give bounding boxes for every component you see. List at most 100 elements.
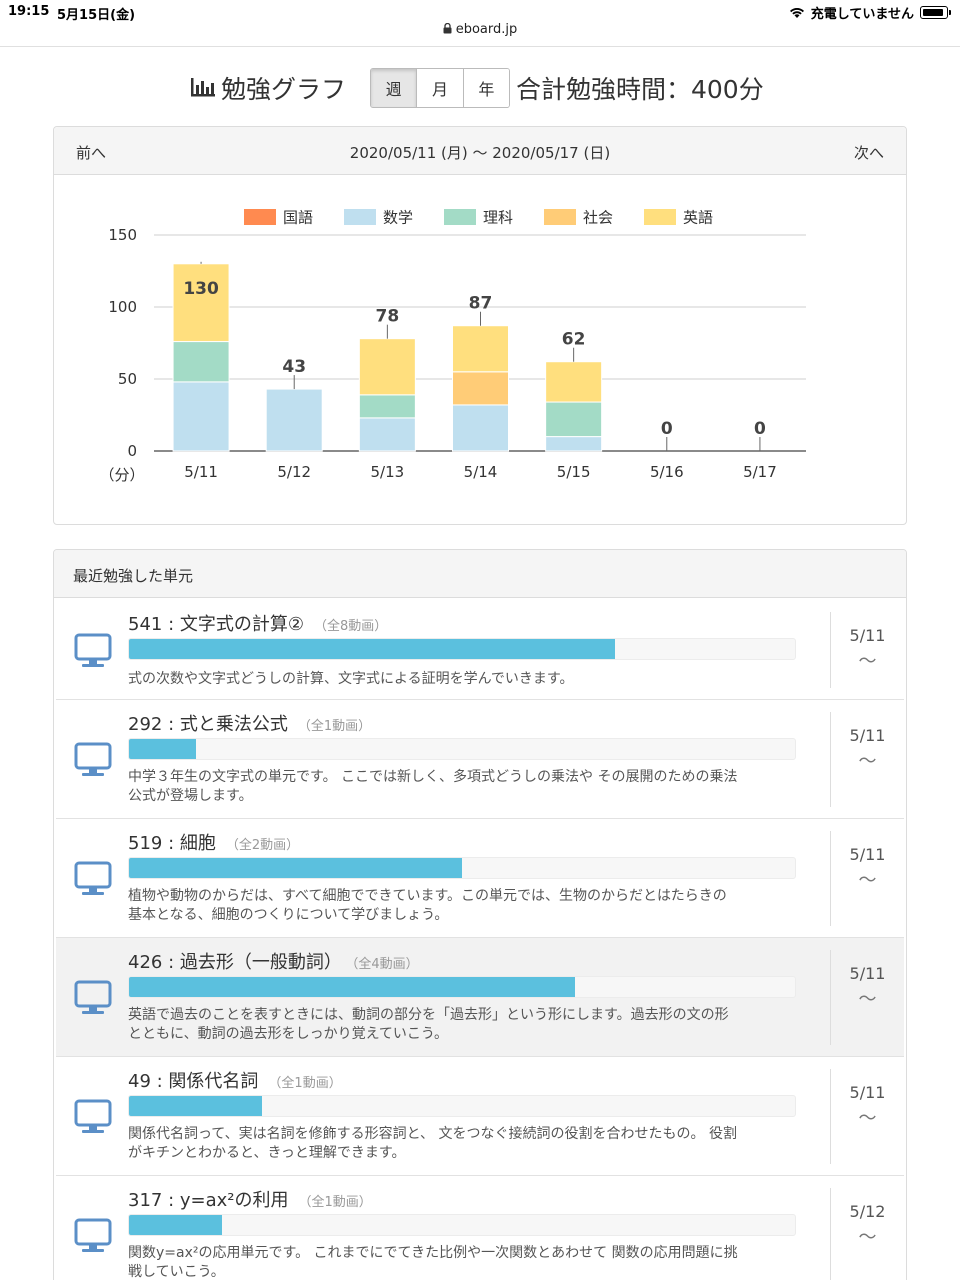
- computer-icon: [74, 633, 112, 669]
- y-axis-unit: （分）: [99, 466, 144, 484]
- unit-progress-bar: [128, 638, 796, 660]
- unit-title[interactable]: 292 : 式と乗法公式 （全1動画）: [128, 710, 371, 736]
- unit-date-tilde: 〜: [858, 1108, 877, 1129]
- unit-description: 関係代名詞って、実は名詞を修飾する形容詞と、 文をつなぐ接続詞の役割を合わせたも…: [128, 1125, 800, 1163]
- unit-date-tilde: 〜: [858, 1227, 877, 1248]
- unit-date: 5/11 〜: [830, 831, 904, 926]
- x-tick-label: 5/15: [557, 463, 591, 481]
- unit-description-line: 中学３年生の文字式の単元です。 ここでは新しく、多項式どうしの乗法や その展開の…: [128, 769, 738, 785]
- unit-date-text: 5/12: [849, 1202, 886, 1221]
- bar-segment: [358, 338, 416, 396]
- unit-title-text: 317 : y=ax²の利用: [128, 1190, 289, 1211]
- study-chart: 国語 数学 理科 社会 英語 0 50 100 150 （分） 130 5/11 43 5/12 78 5/1…: [99, 209, 806, 484]
- x-tick-label: 5/14: [464, 463, 498, 481]
- bar-segment: [358, 417, 416, 452]
- wifi-icon: [789, 7, 804, 18]
- unit-description: 英語で過去のことを表すときには、動詞の部分を「過去形」という形にします。過去形の…: [128, 1006, 800, 1044]
- chart-nav: 前へ 2020/05/11 (月) 〜 2020/05/17 (日) 次へ: [54, 127, 906, 175]
- status-time: 19:15: [8, 4, 50, 19]
- unit-date-text: 5/11: [849, 845, 886, 864]
- computer-icon: [74, 861, 112, 897]
- unit-title[interactable]: 49 : 関係代名詞 （全1動画）: [128, 1067, 342, 1093]
- url-bar[interactable]: eboard.jp: [0, 22, 960, 46]
- units-list: 541 : 文字式の計算② （全8動画） 式の次数や文字式どうしの計算、文字式による…: [54, 600, 906, 1280]
- legend-label: 数学: [383, 209, 413, 227]
- unit-date-tilde: 〜: [858, 989, 877, 1010]
- unit-list-item[interactable]: 317 : y=ax²の利用 （全1動画） 関数y=ax²の応用単元です。 これまで…: [56, 1176, 904, 1280]
- unit-video-count: （全2動画）: [225, 838, 300, 853]
- unit-description-line: 英語で過去のことを表すときには、動詞の部分を「過去形」という形にします。過去形の…: [128, 1007, 729, 1023]
- unit-progress-fill: [129, 639, 616, 659]
- bar-total-label: 43: [282, 357, 306, 377]
- legend-label: 理科: [483, 209, 513, 227]
- unit-date: 5/11 〜: [830, 712, 904, 807]
- unit-description-line: がキチンとわかると、きっと理解できます。: [128, 1145, 406, 1161]
- computer-icon: [74, 742, 112, 778]
- unit-date-text: 5/11: [849, 726, 886, 745]
- unit-title[interactable]: 519 : 細胞 （全2動画）: [128, 829, 299, 855]
- graph-header: 勉強グラフ 週 月 年 合計勉強時間：400分: [0, 64, 960, 108]
- bar-total-label: 78: [376, 307, 400, 327]
- unit-list-item[interactable]: 292 : 式と乗法公式 （全1動画） 中学３年生の文字式の単元です。 ここでは新し…: [56, 700, 904, 819]
- unit-description: 式の次数や文字式どうしの計算、文字式による証明を学んでいきます。: [128, 670, 800, 689]
- y-tick-label: 100: [108, 298, 137, 316]
- prev-button[interactable]: 前へ: [76, 144, 107, 162]
- unit-title-text: 519 : 細胞: [128, 833, 216, 854]
- bar-total-label: 0: [661, 419, 673, 439]
- next-button[interactable]: 次へ: [853, 144, 884, 162]
- unit-description-line: とともに、動詞の過去形をしっかり覚えていこう。: [128, 1026, 449, 1042]
- unit-progress-fill: [129, 1096, 263, 1116]
- unit-date-text: 5/11: [849, 626, 886, 645]
- x-tick-label: 5/13: [371, 463, 405, 481]
- date-range: 2020/05/11 (月) 〜 2020/05/17 (日): [349, 144, 611, 162]
- bar-segment: [452, 325, 509, 373]
- unit-progress-fill: [129, 739, 196, 759]
- legend-swatch: [644, 209, 676, 225]
- unit-date-text: 5/11: [849, 964, 886, 983]
- unit-video-count: （全8動画）: [314, 619, 388, 634]
- bar-segment: [545, 436, 603, 452]
- charging-status: 充電していません: [810, 7, 914, 22]
- url-divider: [0, 46, 960, 47]
- status-right: 充電していません: [789, 3, 951, 22]
- unit-list-item[interactable]: 519 : 細胞 （全2動画） 植物や動物のからだは、すべて細胞でできています。この…: [56, 819, 904, 938]
- unit-progress-fill: [129, 977, 576, 997]
- tab-month[interactable]: 月: [417, 69, 464, 107]
- bar-total-label: 0: [754, 419, 766, 439]
- bar-total-label: 62: [562, 330, 586, 350]
- x-tick-label: 5/11: [184, 463, 218, 481]
- bar-chart-icon: [191, 78, 215, 97]
- tab-week[interactable]: 週: [371, 69, 418, 107]
- unit-description-line: 関数y=ax²の応用単元です。 これまでにでてきた比例や一次関数とあわせて 関数…: [128, 1245, 738, 1261]
- chart-panel: 前へ 2020/05/11 (月) 〜 2020/05/17 (日) 次へ 国語…: [53, 126, 907, 525]
- computer-icon: [74, 980, 112, 1016]
- unit-progress-bar: [128, 976, 796, 998]
- unit-progress-bar: [128, 1095, 796, 1117]
- page-title: 勉強グラフ: [221, 75, 347, 104]
- bar-segment: [545, 401, 603, 438]
- unit-video-count: （全1動画）: [298, 1195, 372, 1210]
- bar-segment: [172, 341, 230, 383]
- unit-progress-fill: [129, 858, 462, 878]
- unit-list-item[interactable]: 541 : 文字式の計算② （全8動画） 式の次数や文字式どうしの計算、文字式による…: [56, 600, 904, 700]
- unit-description-line: 基本となる、細胞のつくりについて学びましょう。: [128, 907, 449, 923]
- status-bar: 19:15 5月15日(金) 充電していません: [0, 0, 960, 24]
- period-selector: 週 月 年: [370, 68, 510, 108]
- unit-progress-fill: [129, 1215, 223, 1235]
- unit-date: 5/11 〜: [830, 612, 904, 688]
- legend-label: 英語: [683, 209, 713, 227]
- unit-list-item[interactable]: 426 : 過去形（一般動詞） （全4動画） 英語で過去のことを表すときには、動詞の…: [56, 938, 904, 1057]
- computer-icon: [74, 1099, 112, 1135]
- unit-title[interactable]: 317 : y=ax²の利用 （全1動画）: [128, 1186, 372, 1212]
- unit-list-item[interactable]: 49 : 関係代名詞 （全1動画） 関係代名詞って、実は名詞を修飾する形容詞と、 文…: [56, 1057, 904, 1176]
- unit-title[interactable]: 426 : 過去形（一般動詞） （全4動画）: [128, 948, 419, 974]
- tab-year[interactable]: 年: [463, 69, 509, 107]
- unit-description-line: 式の次数や文字式どうしの計算、文字式による証明を学んでいきます。: [128, 671, 574, 687]
- x-tick-label: 5/17: [743, 463, 777, 481]
- total-study-time: 合計勉強時間：400分: [516, 75, 764, 104]
- unit-title[interactable]: 541 : 文字式の計算② （全8動画）: [128, 610, 387, 636]
- unit-video-count: （全4動画）: [351, 957, 419, 972]
- bar-total-label: 87: [469, 294, 493, 314]
- bar-segment: [358, 394, 416, 419]
- unit-title-text: 541 : 文字式の計算②: [128, 614, 305, 635]
